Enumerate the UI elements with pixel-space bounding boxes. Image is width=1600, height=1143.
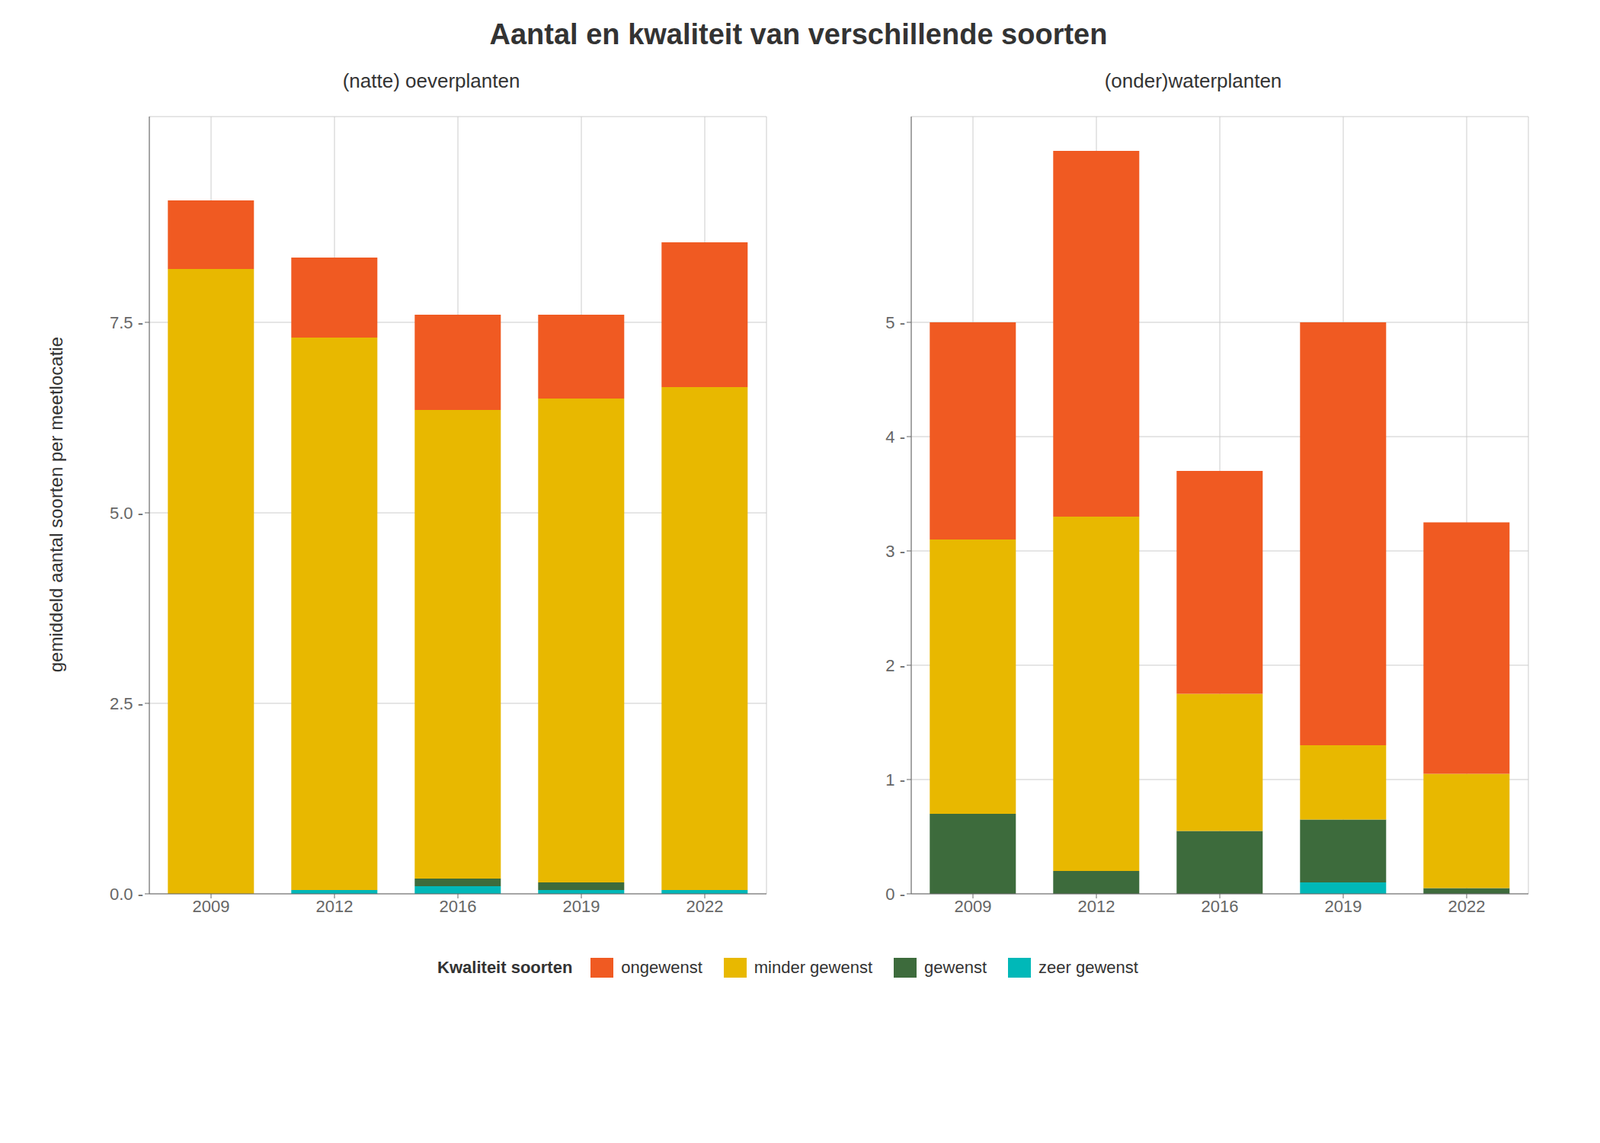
svg-text:2022: 2022 [1448,896,1486,916]
svg-text:2019: 2019 [1324,896,1363,916]
svg-text:2012: 2012 [1078,896,1116,916]
svg-text:2016: 2016 [439,896,477,916]
html-text:Kwaliteit soorten: Kwaliteit soorten [437,957,573,977]
html-text:zeer gewenst: zeer gewenst [1038,957,1139,977]
html-text:minder gewenst: minder gewenst [754,957,873,977]
svg-text:0.0 -: 0.0 - [109,884,144,904]
svg-text:0 -: 0 - [885,884,906,904]
svg-text:2009: 2009 [192,896,231,916]
svg-text:4 -: 4 - [885,427,906,447]
svg-text:2016: 2016 [1201,896,1239,916]
html-text:(onder)waterplanten: (onder)waterplanten [1104,69,1282,93]
svg-text:7.5 -: 7.5 - [109,313,144,333]
svg-text:2009: 2009 [954,896,992,916]
html-text:gemiddeld aantal soorten per m: gemiddeld aantal soorten per meetlocatie [45,336,67,673]
svg-text:2019: 2019 [563,896,601,916]
svg-text:1 -: 1 - [885,770,906,790]
svg-text:2012: 2012 [316,896,354,916]
svg-text:5 -: 5 - [885,313,906,333]
svg-text:3 -: 3 - [885,541,906,561]
svg-text:2.5 -: 2.5 - [109,694,144,714]
html-text:(natte) oeverplanten: (natte) oeverplanten [342,69,520,93]
html-text:Aantal en kwaliteit van versch: Aantal en kwaliteit van verschillende so… [489,18,1108,51]
svg-text:2022: 2022 [686,896,724,916]
html-text:ongewenst: ongewenst [621,957,703,977]
html-text:gewenst: gewenst [924,957,987,977]
svg-text:5.0 -: 5.0 - [109,503,144,523]
svg-text:2 -: 2 - [885,656,906,676]
